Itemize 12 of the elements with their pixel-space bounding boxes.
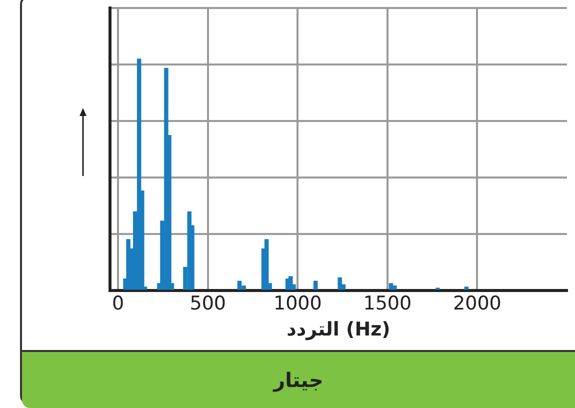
x-tick-label: 1000 bbox=[273, 292, 322, 315]
x-axis-title: التردد (Hz) bbox=[286, 318, 390, 341]
x-tick-label: 0 bbox=[112, 292, 124, 315]
bar bbox=[338, 277, 342, 290]
bar bbox=[126, 239, 130, 290]
x-tick-label: 1500 bbox=[363, 292, 412, 315]
bar bbox=[264, 239, 269, 290]
bar bbox=[464, 286, 469, 290]
text: جيتار bbox=[22, 350, 575, 408]
x-tick-label: 500 bbox=[190, 292, 226, 315]
bar bbox=[242, 285, 246, 290]
x-tick-label: 2000 bbox=[453, 292, 502, 315]
